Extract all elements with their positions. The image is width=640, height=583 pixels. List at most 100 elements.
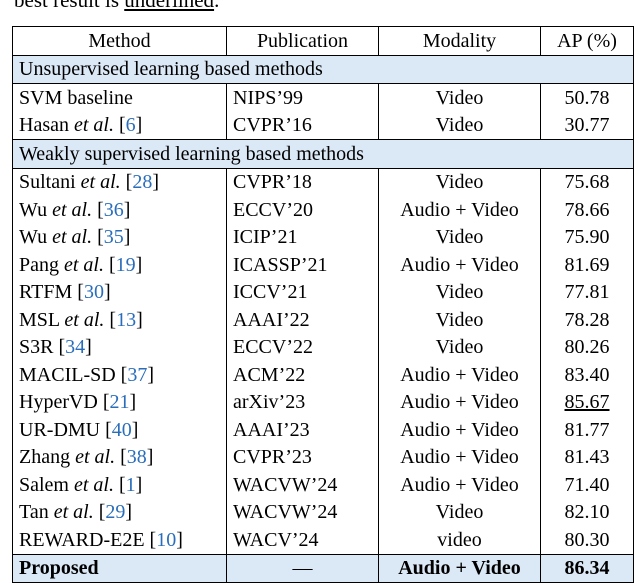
publication-cell: WACV’24 <box>226 526 379 555</box>
modality-cell: Audio + Video <box>378 416 541 444</box>
citation-link[interactable]: 13 <box>116 308 137 331</box>
table-row: MSL et al. [13] AAAI’22 Video 78.28 <box>12 306 634 334</box>
citation-link[interactable]: 21 <box>109 391 130 414</box>
table-row: Salem et al. [1] WACVW’24 Audio + Video 71.… <box>12 471 634 499</box>
method-cell: MSL et al. [13] <box>12 306 227 334</box>
method-etal: et al. <box>52 226 93 249</box>
citation-link[interactable]: 6 <box>125 114 136 137</box>
publication-cell: AAAI’23 <box>226 416 379 444</box>
method-cell: REWARD-E2E [10] <box>12 526 227 555</box>
publication-cell: ICCV’21 <box>226 278 379 306</box>
citation-link[interactable]: 36 <box>103 198 124 221</box>
method-name: MSL <box>19 308 65 331</box>
method-name: HyperVD <box>19 391 103 414</box>
publication-cell: ACM’22 <box>226 361 379 389</box>
section-title: Unsupervised learning based methods <box>12 54 634 84</box>
method-name: MACIL-SD <box>19 363 121 386</box>
table-row: RTFM [30] ICCV’21 Video 77.81 <box>12 278 634 306</box>
method-etal: et al. <box>74 473 114 496</box>
method-cell: Salem et al. [1] <box>12 471 227 499</box>
table-row: UR-DMU [40] AAAI’23 Audio + Video 81.77 <box>12 416 634 444</box>
ap-cell: 85.67 <box>540 388 634 416</box>
table-row: Wu et al. [35] ICIP’21 Video 75.90 <box>12 223 634 251</box>
modality-cell: Video <box>378 306 541 334</box>
table-body: Unsupervised learning based methods SVM b… <box>12 54 634 583</box>
publication-cell: arXiv’23 <box>226 388 379 416</box>
publication-cell: CVPR’16 <box>226 111 379 140</box>
header-modality: Modality <box>378 26 541 56</box>
method-name: Wu <box>19 198 53 221</box>
method-name: SVM baseline <box>19 86 133 109</box>
modality-cell: Video <box>378 111 541 140</box>
citation-link[interactable]: 10 <box>156 528 177 551</box>
header-publication: Publication <box>226 26 379 56</box>
table-row: Pang et al. [19] ICASSP’21 Audio + Video 81… <box>12 251 634 279</box>
method-name: Pang <box>19 253 64 276</box>
citation-link[interactable]: 30 <box>83 281 104 304</box>
method-cell: Wu et al. [35] <box>12 223 227 251</box>
header-row: Method Publication Modality AP (%) <box>12 26 634 56</box>
ap-cell: 30.77 <box>540 111 634 140</box>
ap-value-second-best: 85.67 <box>564 391 610 414</box>
ap-cell: 81.43 <box>540 443 634 471</box>
ap-cell: 71.40 <box>540 471 634 499</box>
section-header-row: Unsupervised learning based methods <box>12 54 634 84</box>
citation-link[interactable]: 19 <box>115 253 136 276</box>
citation-link[interactable]: 35 <box>103 226 124 249</box>
ap-cell: 80.30 <box>540 526 634 555</box>
results-table: Method Publication Modality AP (%) Unsup… <box>12 26 634 583</box>
table-row: Zhang et al. [38] CVPR’23 Audio + Video 81.… <box>12 443 634 471</box>
header-method: Method <box>12 26 227 56</box>
publication-cell: NIPS’99 <box>226 83 379 112</box>
method-name: Salem <box>19 473 74 496</box>
section-header-row: Weakly supervised learning based methods <box>12 139 634 169</box>
publication-cell: ICIP’21 <box>226 223 379 251</box>
method-cell: S3R [34] <box>12 333 227 361</box>
proposed-row: Proposed — Audio + Video 86.34 <box>12 553 634 583</box>
citation-link[interactable]: 38 <box>126 446 147 469</box>
proposed-ap: 86.34 <box>540 553 634 583</box>
ap-cell: 80.26 <box>540 333 634 361</box>
method-cell: MACIL-SD [37] <box>12 361 227 389</box>
modality-cell: video <box>378 526 541 555</box>
method-etal: et al. <box>53 501 94 524</box>
modality-cell: Video <box>378 278 541 306</box>
table-row: MACIL-SD [37] ACM’22 Audio + Video 83.40 <box>12 361 634 389</box>
proposed-method: Proposed <box>12 553 227 583</box>
table-row: HyperVD [21] arXiv’23 Audio + Video 85.67 <box>12 388 634 416</box>
modality-cell: Audio + Video <box>378 443 541 471</box>
publication-cell: ECCV’20 <box>226 196 379 224</box>
citation-link[interactable]: 29 <box>105 501 126 524</box>
ap-cell: 81.77 <box>540 416 634 444</box>
citation-link[interactable]: 1 <box>125 473 136 496</box>
method-name: Wu <box>19 226 53 249</box>
method-cell: Sultani et al. [28] <box>12 168 227 196</box>
modality-cell: Video <box>378 498 541 526</box>
publication-cell: ECCV’22 <box>226 333 379 361</box>
ap-cell: 50.78 <box>540 83 634 112</box>
citation-link[interactable]: 28 <box>132 171 153 194</box>
method-name: S3R <box>19 336 59 359</box>
citation-link[interactable]: 34 <box>65 336 86 359</box>
method-cell: Wu et al. [36] <box>12 196 227 224</box>
citation-link[interactable]: 37 <box>127 363 148 386</box>
method-cell: Zhang et al. [38] <box>12 443 227 471</box>
proposed-publication: — <box>226 553 379 583</box>
method-etal: et al. <box>73 114 114 137</box>
method-name: RTFM <box>19 281 78 304</box>
publication-cell: WACVW’24 <box>226 498 379 526</box>
ap-cell: 77.81 <box>540 278 634 306</box>
modality-cell: Audio + Video <box>378 388 541 416</box>
publication-cell: CVPR’23 <box>226 443 379 471</box>
method-etal: et al. <box>64 308 105 331</box>
table-row: Sultani et al. [28] CVPR’18 Video 75.68 <box>12 168 634 196</box>
table-row: Wu et al. [36] ECCV’20 Audio + Video 78.66 <box>12 196 634 224</box>
publication-cell: CVPR’18 <box>226 168 379 196</box>
table-row: S3R [34] ECCV’22 Video 80.26 <box>12 333 634 361</box>
citation-link[interactable]: 40 <box>111 418 132 441</box>
modality-cell: Audio + Video <box>378 361 541 389</box>
header-ap: AP (%) <box>540 26 634 56</box>
ap-cell: 83.40 <box>540 361 634 389</box>
method-etal: et al. <box>64 253 104 276</box>
modality-cell: Video <box>378 168 541 196</box>
